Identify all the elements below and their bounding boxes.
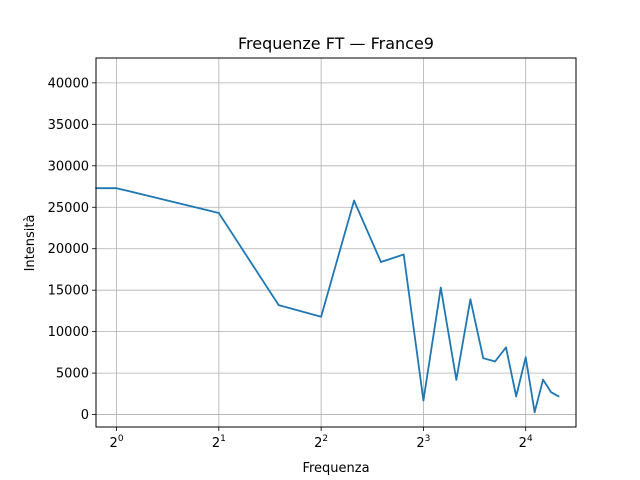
chart-title: Frequenze FT — France9 [238,34,434,53]
x-axis-label: Frequenza [302,461,369,476]
x-axis-ticks: 20 21 22 23 24 [110,427,533,451]
data-point [550,391,552,394]
data-point [277,304,280,307]
data-point [439,286,442,289]
data-point [494,360,496,363]
data-point [353,199,355,202]
y-tick-label: 5000 [56,367,89,382]
grid [96,58,576,427]
plot-area-frame [95,57,577,428]
y-tick-label: 15000 [48,284,89,299]
y-tick-label: 20000 [48,242,89,257]
data-point [515,395,518,398]
x-tick-label: 22 [314,434,328,451]
x-tick-label: 20 [110,434,124,451]
y-axis-ticks: 0 5000 10000 15000 20000 25000 30000 35000 40000 [48,76,96,423]
data-point [115,187,118,190]
data-point [533,411,536,413]
x-tick-label: 21 [212,434,226,451]
x-tick-label: 24 [519,434,533,451]
y-tick-label: 35000 [48,118,89,133]
data-point [380,261,382,263]
data-point [542,378,544,381]
y-tick-label: 25000 [48,201,89,216]
y-tick-label: 10000 [48,325,89,340]
y-axis-label: Intensità [23,215,38,272]
x-tick-label: 23 [416,434,430,451]
data-point [320,315,323,318]
series-layer [95,187,560,413]
data-point [469,298,472,301]
data-point [524,356,527,359]
y-tick-label: 0 [81,408,89,423]
data-point [217,212,220,214]
data-point [422,399,425,402]
data-point [505,346,507,349]
y-tick-label: 30000 [48,159,89,174]
data-point [482,357,485,360]
y-tick-label: 40000 [48,76,89,91]
data-point [455,378,458,381]
data-point [402,253,405,256]
data-point [557,395,560,398]
